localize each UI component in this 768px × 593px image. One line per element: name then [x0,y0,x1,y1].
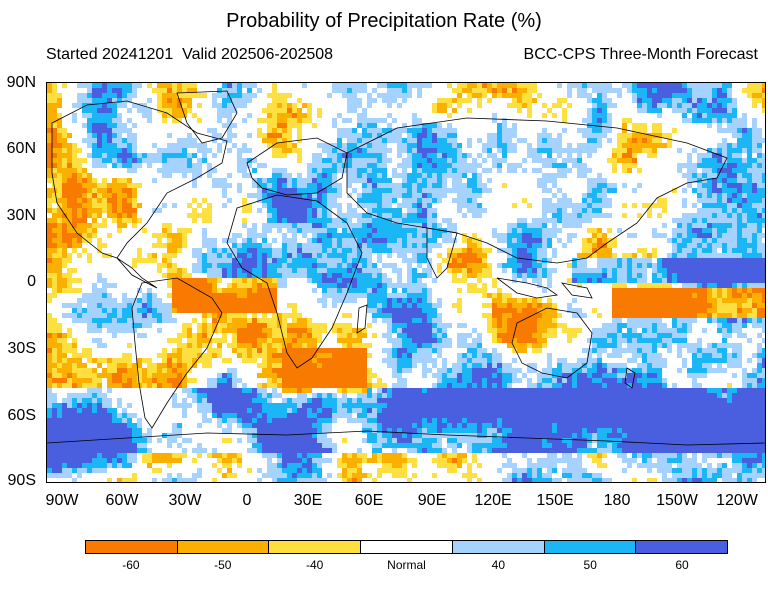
lon-label-150w: 150W [656,492,698,509]
legend-swatch-3 [361,541,453,553]
lat-label-90s: 90S [7,472,36,489]
legend-swatch-2 [269,541,362,553]
lat-label-60s: 60S [7,407,36,424]
lon-label-90e: 90E [417,492,447,509]
lat-label-30s: 30S [7,340,36,357]
map-title: Probability of Precipitation Rate (%) [226,10,542,32]
coastline-north-america [51,100,228,259]
lon-label-30w: 30W [168,492,202,509]
color-legend [85,540,728,554]
legend-label-5: 50 [583,558,597,572]
lat-label-60n: 60N [6,140,36,157]
coastline-central-america [116,257,158,289]
lon-label-30e: 30E [293,492,323,509]
coastlines [47,90,765,446]
legend-swatch-1 [177,541,270,553]
legend-swatch-6 [636,541,728,553]
legend-label-3: Normal [387,558,426,572]
coastline-europe [246,137,348,196]
coastline-indonesia [496,277,593,299]
coastline-antarctica [47,430,765,446]
probability-grid [47,83,765,482]
legend-swatch-0 [86,541,178,553]
legend-label-1: -50 [214,558,232,572]
lon-label-60w: 60W [105,492,139,509]
coastline-greenland [176,90,238,144]
coastline-asia [346,117,728,264]
legend-label-6: 60 [675,558,689,572]
lon-label-0: 0 [242,492,252,509]
legend-swatch-5 [544,541,637,553]
legend-swatch-4 [452,541,545,553]
forecast-dates: Started 20241201 Valid 202506-202508 [46,46,333,64]
lat-label-90n: 90N [6,74,36,91]
coastline-south-america [131,277,223,429]
coastline-madagascar [356,304,368,334]
legend-label-4: 40 [491,558,506,572]
lon-label-150e: 150E [536,492,574,509]
map-canvas [47,83,765,482]
lon-label-120w: 120W [716,492,758,509]
precipitation-map [46,82,766,483]
lon-label-90w: 90W [45,492,79,509]
started-date: Started 20241201 [46,46,174,63]
lon-label-180: 180 [603,492,631,509]
coastline-australia [511,307,593,379]
lat-label-30n: 30N [6,207,36,224]
legend-label-2: -40 [305,558,324,572]
valid-period: Valid 202506-202508 [182,46,334,63]
lon-label-60e: 60E [354,492,384,509]
lat-label-0: 0 [27,273,36,290]
coastline-india [426,227,458,279]
lon-label-120e: 120E [474,492,512,509]
forecast-source: BCC-CPS Three-Month Forecast [523,46,758,63]
legend-label-0: -60 [122,558,140,572]
coastline-africa [226,194,363,369]
coastline-new-zealand [624,367,636,389]
